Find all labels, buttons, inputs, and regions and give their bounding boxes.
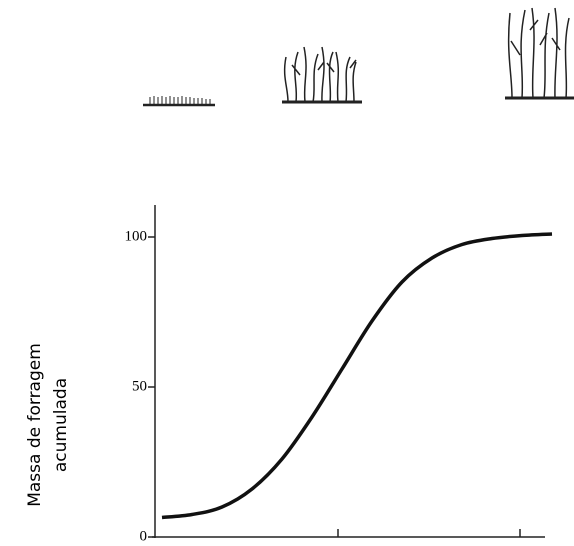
y-tick-label: 100 xyxy=(125,228,148,244)
y-tick-label: 50 xyxy=(132,378,147,394)
data-line xyxy=(161,232,553,520)
y-axis-label: Massa de forragem xyxy=(25,343,45,507)
y-tick-label: 0 xyxy=(140,528,148,544)
y-axis-label: acumulada xyxy=(51,378,71,472)
plant-illustrations xyxy=(143,7,574,107)
